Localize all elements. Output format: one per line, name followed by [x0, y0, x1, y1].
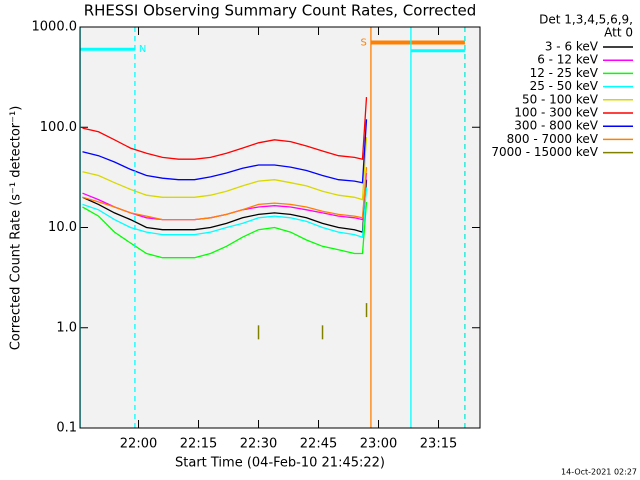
plot-area — [80, 27, 480, 428]
legend-label: 12 - 25 keV — [530, 66, 599, 80]
data-line — [82, 201, 368, 259]
legend-header: Att 0 — [604, 26, 633, 40]
y-tick-label: 1.0 — [56, 320, 77, 335]
y-tick-label: 0.1 — [56, 421, 77, 436]
x-axis-label: Start Time (04-Feb-10 21:45:22) — [175, 456, 385, 471]
data-line — [82, 187, 368, 239]
footer: 14-Oct-2021 02:27 — [561, 468, 637, 477]
x-tick-label: 23:15 — [420, 437, 457, 452]
y-tick-label: 100.0 — [40, 120, 77, 135]
legend-label: 300 - 800 keV — [514, 119, 598, 133]
legend-label: 25 - 50 keV — [530, 79, 599, 93]
legend-label: 6 - 12 keV — [537, 53, 599, 67]
legend-label: 7000 - 15000 keV — [491, 145, 598, 159]
legend-header: Det 1,3,4,5,6,9, — [539, 13, 633, 27]
data-line — [82, 97, 368, 161]
x-tick-label: 22:15 — [180, 437, 217, 452]
y-axis-label: Corrected Count Rate (s⁻¹ detector⁻¹) — [9, 106, 24, 351]
data-line — [82, 167, 368, 221]
legend-label: 50 - 100 keV — [522, 92, 599, 106]
legend-label: 3 - 6 keV — [545, 40, 599, 54]
x-tick-label: 23:00 — [360, 437, 397, 452]
data-line — [82, 136, 368, 201]
data-line — [82, 119, 368, 184]
legend-label: 800 - 7000 keV — [507, 132, 599, 146]
flag-label: N — [139, 44, 146, 55]
plot-frame — [79, 26, 481, 429]
x-tick-label: 22:00 — [120, 437, 157, 452]
x-tick-label: 22:45 — [300, 437, 337, 452]
flag-label: S — [361, 38, 367, 49]
y-tick-label: 10.0 — [48, 220, 77, 235]
x-tick-label: 22:30 — [240, 437, 277, 452]
legend-label: 100 - 300 keV — [514, 106, 598, 120]
y-tick-label: 1000.0 — [32, 20, 78, 35]
chart-title: RHESSI Observing Summary Count Rates, Co… — [84, 2, 477, 20]
data-line — [82, 179, 368, 233]
